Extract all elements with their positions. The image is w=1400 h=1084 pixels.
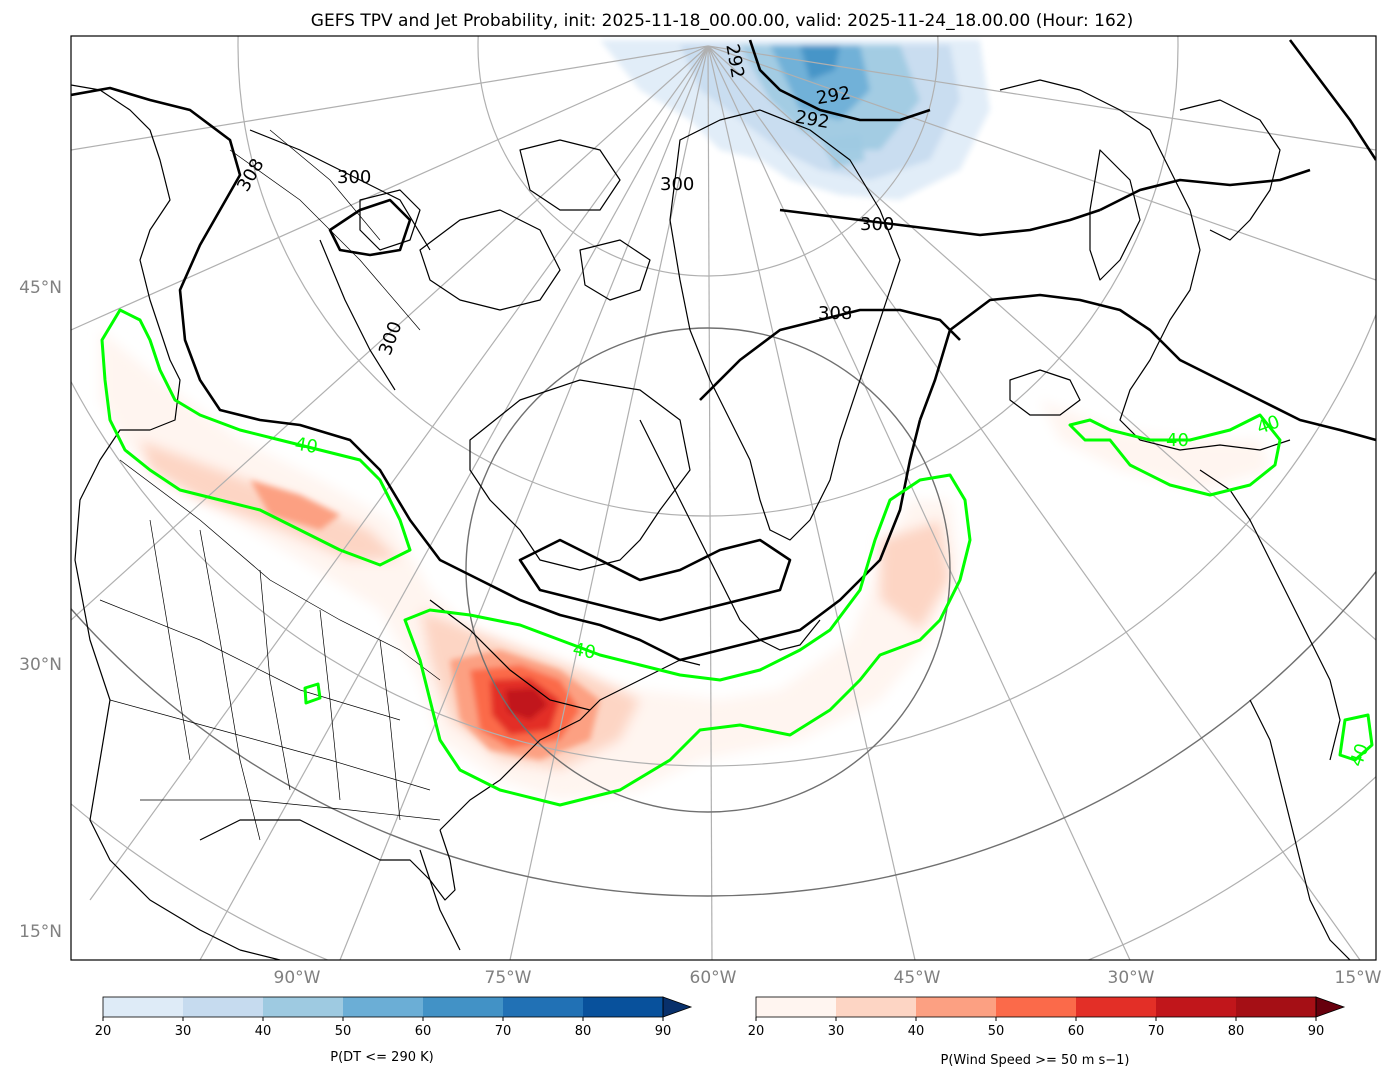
colorbar-tick-label: 70 xyxy=(495,1024,512,1039)
theta-contours xyxy=(71,39,1376,662)
theta-contour-label: 308 xyxy=(818,303,852,324)
colorbar-segment xyxy=(836,997,917,1017)
parallel-circle xyxy=(237,36,1179,517)
longitude-label: 75°W xyxy=(485,968,532,988)
colorbar-segment xyxy=(1236,997,1317,1017)
figure-title: GEFS TPV and Jet Probability, init: 2025… xyxy=(311,11,1133,31)
meridian-line xyxy=(707,45,1376,281)
meridian-line xyxy=(707,45,1376,151)
map-panel: 292 292 292 300 300 300 300 308 308 40 4… xyxy=(71,36,1376,960)
colorbar-tick-label: 60 xyxy=(415,1024,432,1039)
colorbar-outline xyxy=(102,996,664,1018)
meridian-line xyxy=(707,45,916,960)
range-rings xyxy=(71,327,1376,897)
colorbar-tick-label: 60 xyxy=(1068,1024,1085,1039)
meridian-line xyxy=(71,45,709,621)
colorbar-segment xyxy=(503,997,584,1017)
meridian-line xyxy=(707,45,1361,960)
tpv-probability-shading xyxy=(600,40,990,200)
colorbar-extend-arrow xyxy=(1315,996,1346,1018)
colorbar-segment xyxy=(916,997,997,1017)
colorbar-segment xyxy=(343,997,424,1017)
longitude-label: 45°W xyxy=(894,968,941,988)
colorbar-tick-label: 80 xyxy=(1228,1024,1245,1039)
colorbar-segment xyxy=(263,997,344,1017)
meridian-line xyxy=(339,45,709,960)
colorbar-segment xyxy=(1076,997,1157,1017)
meridian-line xyxy=(707,45,1131,960)
meridian-line xyxy=(707,45,1376,641)
colorbar-tick-label: 40 xyxy=(255,1024,272,1039)
latitude-label: 30°N xyxy=(19,655,62,675)
latitude-label: 15°N xyxy=(19,922,62,942)
meridian-line xyxy=(509,45,709,960)
gridlines xyxy=(71,36,1376,960)
colorbar-segment xyxy=(183,997,264,1017)
colorbar-jet: 20 30 40 50 60 70 80 90 xyxy=(748,996,1346,1039)
colorbar-extend-arrow xyxy=(662,996,693,1018)
colorbar-segment xyxy=(1156,997,1237,1017)
meridian-line xyxy=(89,45,709,901)
longitude-label: 90°W xyxy=(274,968,321,988)
longitude-label: 15°W xyxy=(1335,968,1382,988)
colorbar-segment xyxy=(423,997,504,1017)
meridian-line xyxy=(71,45,709,331)
jet-contour-label: 40 xyxy=(293,434,319,459)
colorbar-tick-label: 40 xyxy=(908,1024,925,1039)
jet-probability-contours xyxy=(100,308,1374,807)
colorbar-tick-label: 80 xyxy=(575,1024,592,1039)
colorbar-segment xyxy=(996,997,1077,1017)
meridian-line xyxy=(71,45,709,151)
theta-contour-label: 300 xyxy=(337,167,371,188)
colorbar-tick-label: 50 xyxy=(335,1024,352,1039)
theta-contour-label: 300 xyxy=(660,174,694,195)
parallel-circle xyxy=(477,36,939,277)
map-frame xyxy=(70,35,1377,961)
jet-contour-label: 40 xyxy=(571,639,597,664)
colorbar-tick-label: 20 xyxy=(748,1024,765,1039)
colorbar-tick-label: 30 xyxy=(828,1024,845,1039)
parallel-circle xyxy=(71,312,1376,767)
colorbar-segment xyxy=(756,997,837,1017)
theta-contour-label: 300 xyxy=(860,214,894,235)
theta-contours-thin xyxy=(249,129,591,711)
colorbar-segment xyxy=(103,997,184,1017)
colorbar-tick-label: 90 xyxy=(655,1024,672,1039)
meridian-line xyxy=(707,45,713,960)
colorbar-tick-label: 50 xyxy=(988,1024,1005,1039)
longitude-label: 60°W xyxy=(690,968,737,988)
colorbar-tick-label: 20 xyxy=(95,1024,112,1039)
colorbar-jet-label: P(Wind Speed >= 50 m s−1) xyxy=(941,1053,1130,1068)
colorbar-segment xyxy=(583,997,664,1017)
latitude-label: 45°N xyxy=(19,278,62,298)
meridian-line xyxy=(199,45,709,960)
jet-contour-label: 40 xyxy=(1166,430,1189,451)
colorbar-tick-label: 30 xyxy=(175,1024,192,1039)
colorbar-tick-label: 70 xyxy=(1148,1024,1165,1039)
colorbar-jet-label-text: P(Wind Speed >= 50 m s−1) xyxy=(941,1053,1130,1068)
colorbar-tpv: 20 30 40 50 60 70 80 90 xyxy=(95,996,693,1039)
colorbar-tick-label: 90 xyxy=(1308,1024,1325,1039)
longitude-label: 30°W xyxy=(1108,968,1155,988)
colorbar-tpv-label: P(DT <= 290 K) xyxy=(330,1050,433,1065)
colorbar-outline xyxy=(755,996,1317,1018)
